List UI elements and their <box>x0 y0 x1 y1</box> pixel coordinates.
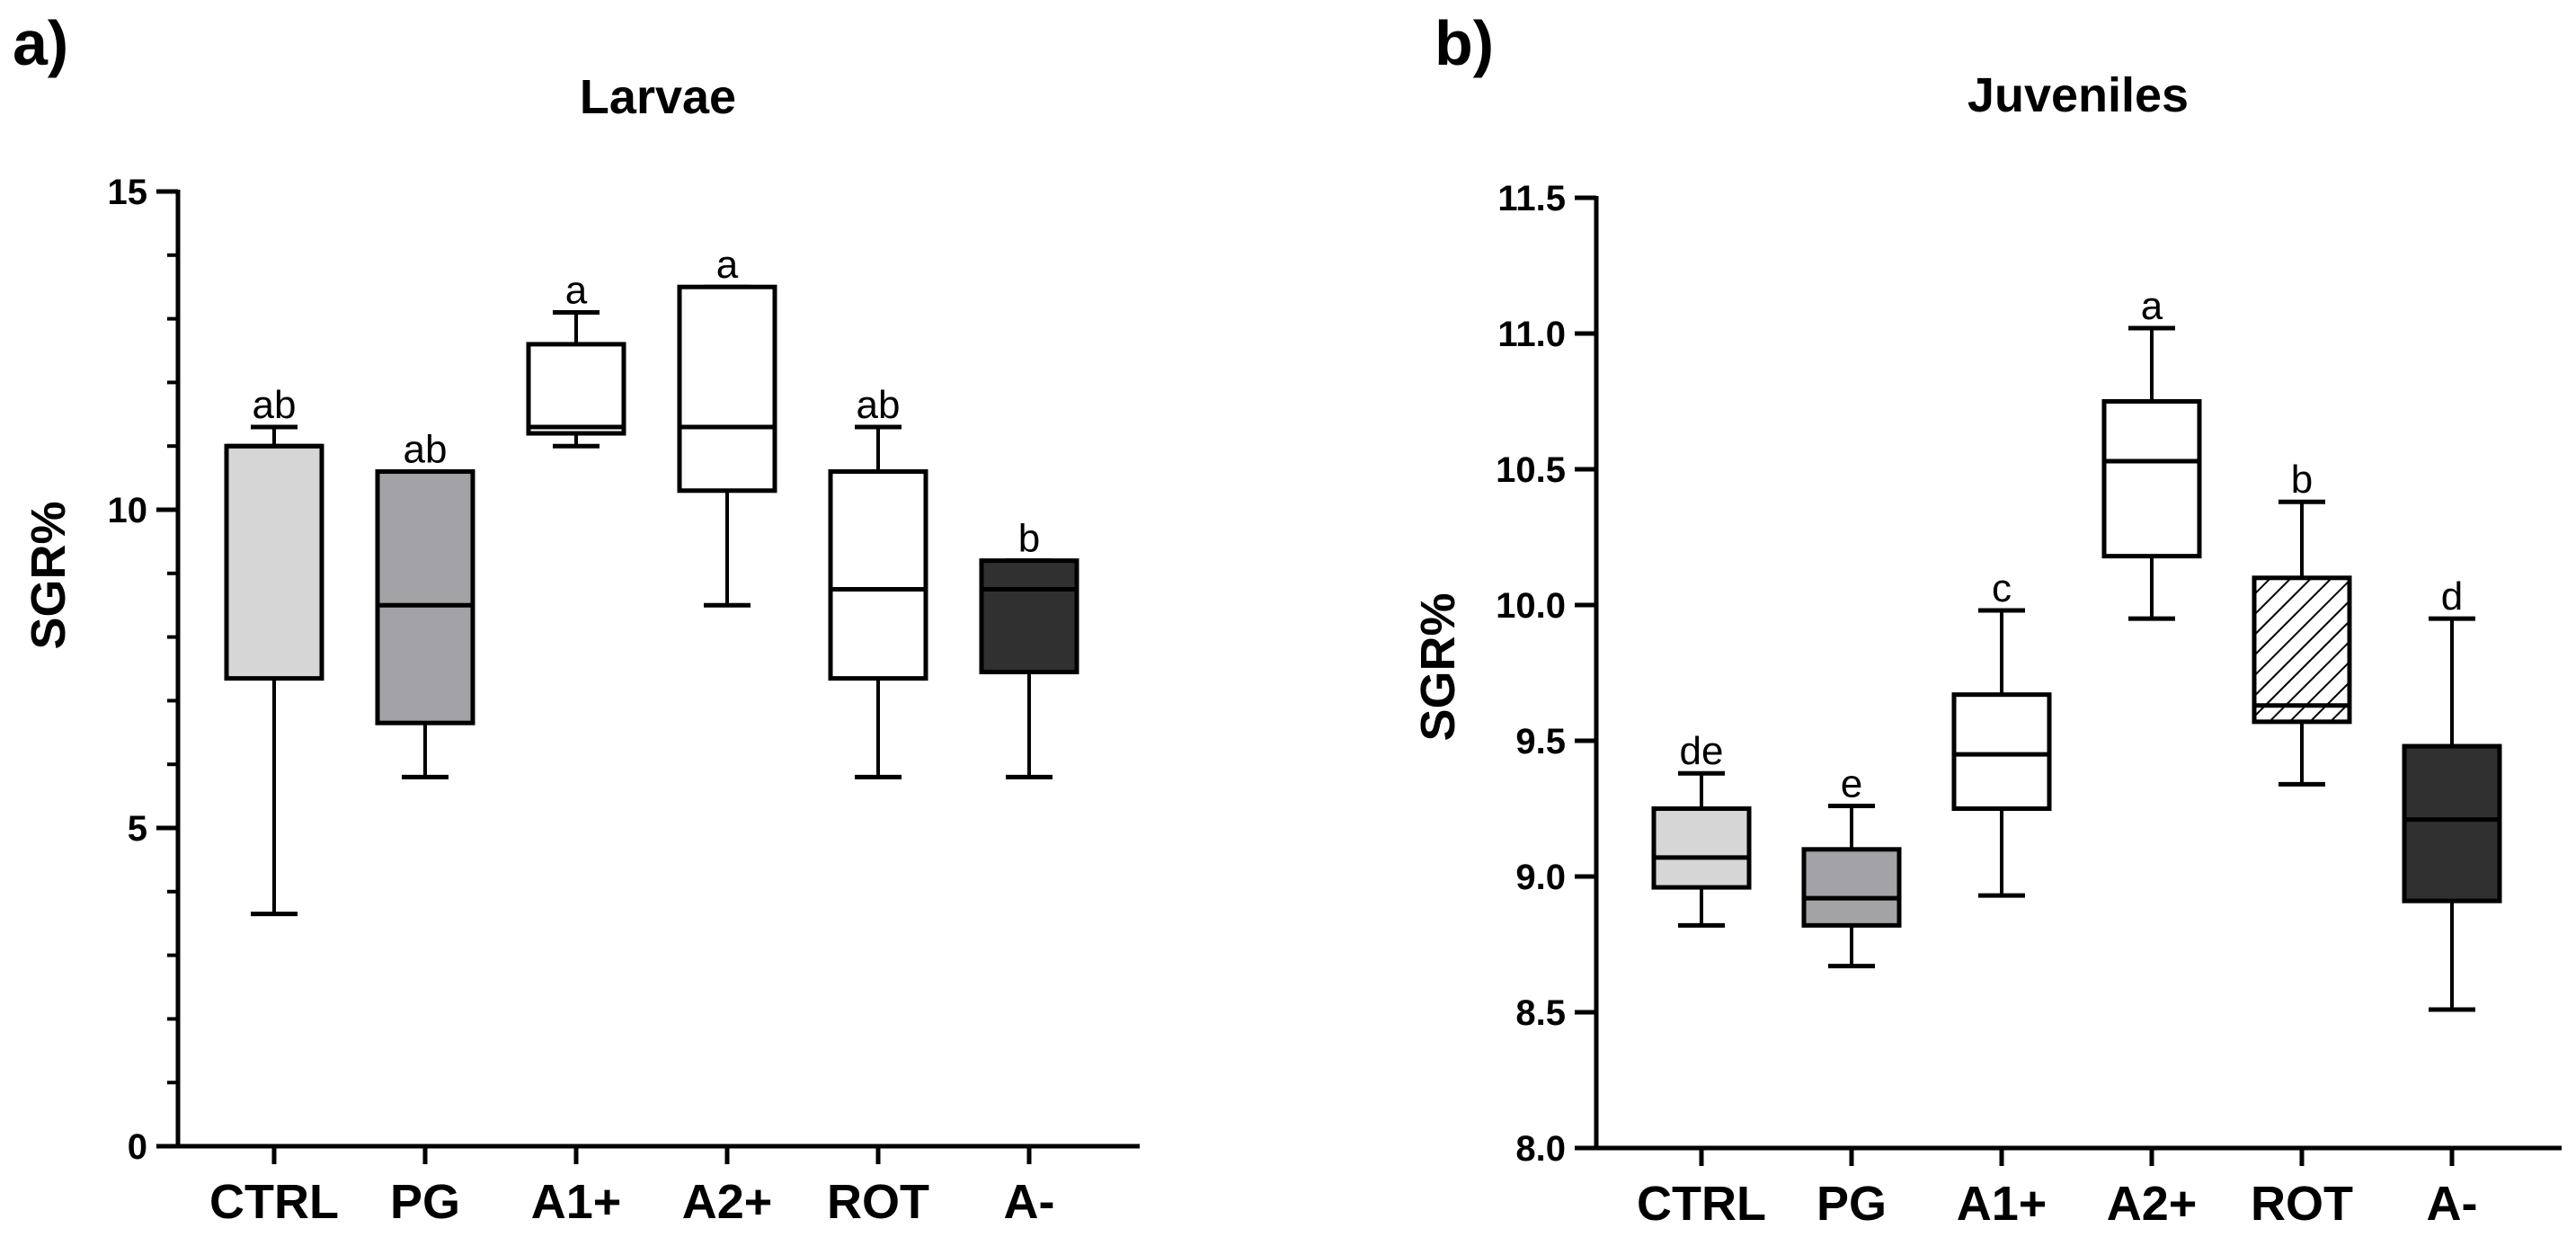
panel-b-y-tick-label: 10.5 <box>1496 450 1566 490</box>
panel-b-y-tick-label: 11.0 <box>1497 315 1566 354</box>
panel-a-a1-plus-category-label: A1+ <box>531 1175 622 1229</box>
panel-b-rot-category-label: ROT <box>2251 1177 2353 1231</box>
panel-a-a2-plus-significance-letter: a <box>716 243 739 287</box>
panel-b-y-tick-label: 8.5 <box>1515 993 1566 1033</box>
panel-b-y-tick-label: 11.5 <box>1497 179 1566 218</box>
panel-b-pg-significance-letter: e <box>1841 761 1862 805</box>
panel-b-title: Juveniles <box>1968 68 2189 122</box>
panel-b-a2-plus-box-group: a A2+ <box>2101 284 2202 1231</box>
panel-b-label: b) <box>1435 8 1494 78</box>
panel-b-ctrl-category-label: CTRL <box>1637 1177 1766 1231</box>
panel-b-pg-box-group: e PG <box>1801 761 1902 1231</box>
panel-a-a-minus-significance-letter: b <box>1018 517 1040 561</box>
panel-a-rot-category-label: ROT <box>827 1175 929 1229</box>
panel-a-a-minus-category-label: A- <box>1004 1175 1055 1229</box>
panel-a-pg-significance-letter: ab <box>404 428 448 472</box>
panel-a-ctrl-significance-letter: ab <box>253 383 297 427</box>
panel-b-a-minus-box-group: d A- <box>2402 574 2502 1231</box>
panel-a-rot-box <box>828 469 928 681</box>
panel-b-a1-plus-significance-letter: c <box>1992 566 2012 610</box>
panel-b-rot-box-group: b ROT <box>2251 458 2353 1231</box>
panel-b-a1-plus-box <box>1951 692 2052 811</box>
panel-b-rot-box <box>2252 575 2352 725</box>
panel-b-a-minus-box <box>2402 743 2502 903</box>
panel-a-y-axis-label: SGR% <box>22 501 76 649</box>
panel-b-a2-plus-significance-letter: a <box>2141 284 2163 328</box>
panel-a-y-tick-label: 5 <box>128 809 147 849</box>
panel-b-y-tick-label: 10.0 <box>1496 586 1566 626</box>
panel-a-rot-significance-letter: ab <box>857 383 901 427</box>
panel-b-pg-category-label: PG <box>1817 1177 1887 1231</box>
panel-a-y-tick-label: 0 <box>128 1127 147 1167</box>
panel-b: b) Juveniles SGR% 8.0 8.5 9.0 9.5 10.0 10.5 11… <box>1411 8 2562 1231</box>
panel-b-ctrl-box <box>1651 806 1752 890</box>
panel-a-pg-category-label: PG <box>390 1175 460 1229</box>
panel-a-ctrl-box-group: ab CTRL <box>209 383 339 1229</box>
panel-b-ctrl-significance-letter: de <box>1680 729 1724 773</box>
panel-b-a-minus-category-label: A- <box>2427 1177 2478 1231</box>
panel-b-y-tick-label: 9.5 <box>1515 722 1566 761</box>
panel-a-pg-box-group: ab PG <box>375 428 475 1229</box>
panel-b-a2-plus-category-label: A2+ <box>2107 1177 2198 1231</box>
panel-a-a-minus-box <box>979 558 1079 675</box>
panel-a-a2-plus-box <box>677 284 777 494</box>
panel-a-ctrl-box <box>224 443 324 681</box>
panel-b-y-tick-label: 9.0 <box>1515 858 1566 897</box>
panel-b-rot-significance-letter: b <box>2291 458 2313 502</box>
panel-b-a2-plus-box <box>2101 399 2202 559</box>
panel-a-title: Larvae <box>580 70 736 124</box>
panel-b-a-minus-significance-letter: d <box>2441 574 2463 619</box>
panel-b-y-axis-label: SGR% <box>1411 592 1465 741</box>
panel-b-ctrl-box-group: de CTRL <box>1637 729 1766 1231</box>
panel-b-y-tick-label: 8.0 <box>1515 1129 1566 1169</box>
panel-a: a) Larvae SGR% 051015abCTRLabPGaA1+aA2+a… <box>13 8 1140 1229</box>
panel-a-y-tick-label: 15 <box>108 173 148 212</box>
panel-b-a1-plus-category-label: A1+ <box>1957 1177 2047 1231</box>
panel-a-y-tick-label: 10 <box>108 491 148 530</box>
panel-a-rot-box-group: ab ROT <box>827 383 929 1229</box>
panel-a-a1-plus-significance-letter: a <box>565 269 588 313</box>
panel-a-a2-plus-category-label: A2+ <box>682 1175 773 1229</box>
panel-b-pg-box <box>1801 847 1902 928</box>
panel-a-a-minus-box-group: b A- <box>979 517 1079 1229</box>
panel-b-a1-plus-box-group: c A1+ <box>1951 566 2052 1231</box>
panel-a-pg-box <box>375 469 475 725</box>
panel-a-label: a) <box>13 8 68 78</box>
panel-a-ctrl-category-label: CTRL <box>209 1175 339 1229</box>
panel-a-a2-plus-box-group: a A2+ <box>677 243 777 1229</box>
panel-a-plot: 0 5 10 15 ab CTRL ab PG a A1+ a A2+ ab ROT b A- <box>108 173 1140 1229</box>
panel-a-a1-plus-box-group: a A1+ <box>526 269 626 1229</box>
panel-a-a1-plus-box <box>526 342 626 436</box>
panel-b-plot: 8.0 8.5 9.0 9.5 10.0 10.5 11.0 11.5 de CTRL e PG c A1… <box>1496 179 2562 1231</box>
